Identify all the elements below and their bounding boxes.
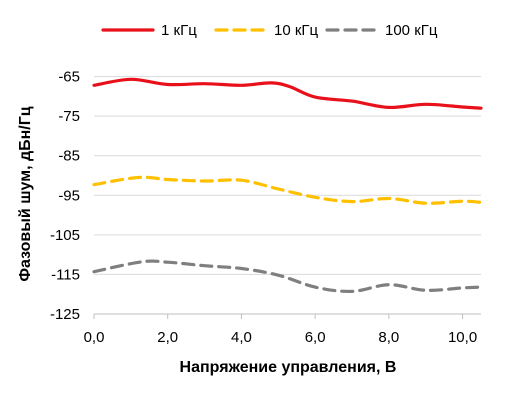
series-line-2 xyxy=(92,175,483,205)
x-tick-label: 2,0 xyxy=(157,329,178,346)
x-tick-label: 8,0 xyxy=(378,329,399,346)
legend-label-2: 10 кГц xyxy=(274,22,319,39)
y-tick-label: -95 xyxy=(58,187,80,204)
legend-label-3: 100 кГц xyxy=(385,22,438,39)
x-tick-label: 10,0 xyxy=(448,329,477,346)
y-tick-label: -115 xyxy=(51,266,80,283)
series-lines xyxy=(92,77,483,294)
legend-label-1: 1 кГц xyxy=(161,22,197,39)
y-tick-label: -75 xyxy=(58,108,80,125)
x-tick-label: 4,0 xyxy=(231,329,252,346)
x-axis-title: Напряжение управления, В xyxy=(180,359,397,376)
series-line-1 xyxy=(92,77,483,110)
x-tick-label: 6,0 xyxy=(305,329,326,346)
y-tick-label: -125 xyxy=(50,306,80,323)
x-tick-label: 0,0 xyxy=(84,329,105,346)
legend: 1 кГц 10 кГц 100 кГц xyxy=(101,22,438,39)
series-line-3 xyxy=(92,259,483,294)
y-tick-label: -85 xyxy=(58,148,80,165)
grid-lines xyxy=(94,76,481,275)
y-axis-title: Фазовый шум, дБн/Гц xyxy=(17,106,34,281)
y-tick-label: -105 xyxy=(50,227,80,244)
y-tick-label: -65 xyxy=(58,69,80,86)
